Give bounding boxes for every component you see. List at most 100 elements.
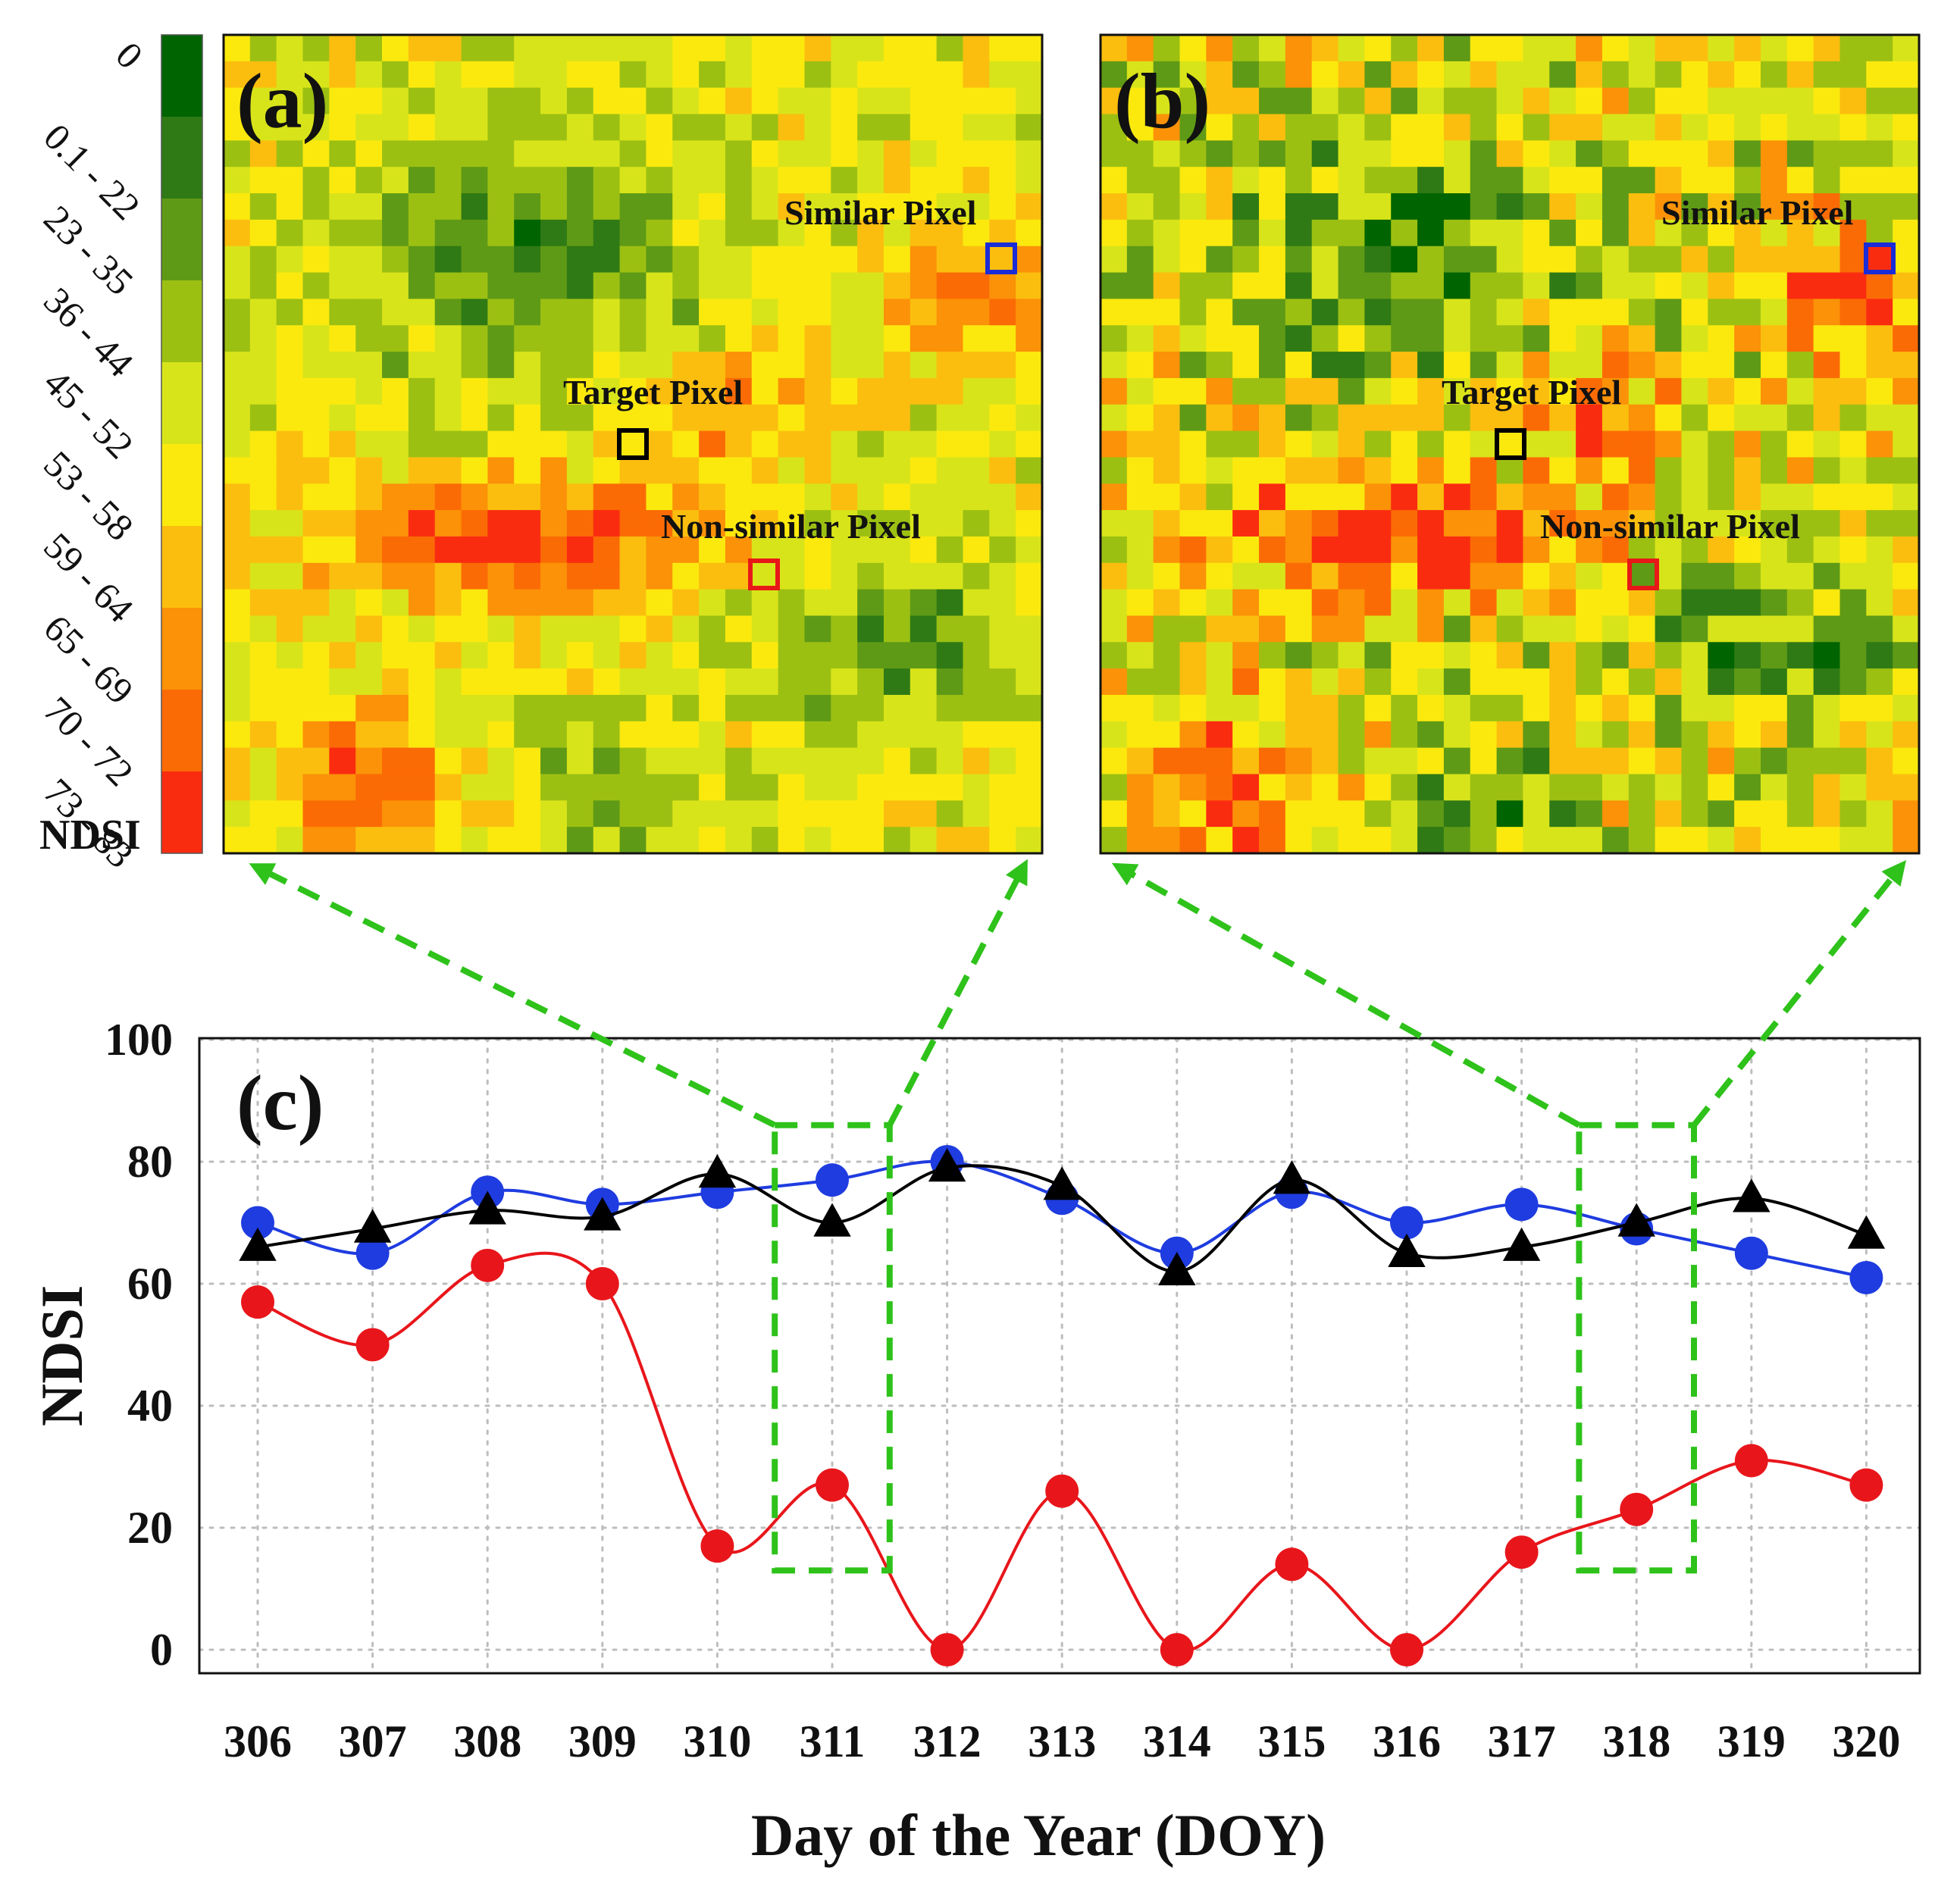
- map-cell: [1786, 193, 1814, 221]
- map-cell: [329, 510, 356, 537]
- map-cell: [1259, 272, 1286, 299]
- map-cell: [1681, 167, 1708, 194]
- map-cell: [857, 615, 885, 643]
- map-cell: [1153, 246, 1181, 274]
- map-cell: [461, 642, 488, 669]
- map-cell: [461, 325, 488, 352]
- map-cell: [883, 272, 911, 299]
- map-cell: [514, 140, 541, 167]
- map-cell: [751, 167, 779, 194]
- map-cell: [1681, 562, 1708, 590]
- colorbar-class-label: 36 - 44: [36, 279, 142, 385]
- map-cell: [1734, 87, 1761, 115]
- map-cell: [619, 694, 647, 722]
- map-cell: [1232, 774, 1260, 801]
- map-cell: [1016, 430, 1043, 458]
- map-cell: [566, 800, 594, 828]
- map-cell: [276, 167, 304, 194]
- map-cell: [804, 721, 831, 749]
- map-cell: [1655, 615, 1683, 643]
- map-cell: [382, 747, 409, 775]
- map-cell: [1391, 140, 1418, 167]
- map-cell: [302, 827, 330, 854]
- map-cell: [1101, 589, 1128, 617]
- map-cell: [1708, 377, 1735, 405]
- map-cell: [1655, 377, 1683, 405]
- map-cell: [1813, 747, 1841, 775]
- map-cell: [936, 114, 964, 141]
- map-cell: [725, 642, 753, 669]
- map-cell: [355, 774, 383, 801]
- map-b-similar-box: [1864, 242, 1896, 274]
- map-cell: [1179, 510, 1207, 537]
- y-axis-label: NDSI: [29, 1285, 95, 1426]
- map-cell: [1338, 694, 1365, 722]
- map-cell: [910, 562, 938, 590]
- map-cell: [1523, 510, 1550, 537]
- map-cell: [1443, 377, 1471, 405]
- map-cell: [778, 642, 806, 669]
- map-cell: [1734, 140, 1761, 167]
- map-cell: [1839, 140, 1867, 167]
- map-cell: [1338, 774, 1365, 801]
- map-cell: [1523, 457, 1550, 484]
- map-cell: [355, 747, 383, 775]
- map-cell: [1496, 140, 1524, 167]
- x-tick-label: 313: [1028, 1716, 1096, 1766]
- map-cell: [619, 642, 647, 669]
- map-cell: [1126, 404, 1154, 432]
- map-cell: [778, 87, 806, 115]
- map-cell: [1285, 457, 1313, 484]
- map-cell: [1655, 35, 1683, 62]
- map-cell: [224, 430, 251, 458]
- map-cell: [804, 668, 831, 696]
- map-cell: [1364, 510, 1392, 537]
- colorbar-swatches: [161, 34, 203, 854]
- map-cell: [487, 536, 515, 564]
- map-cell: [434, 668, 462, 696]
- map-cell: [1016, 562, 1043, 590]
- map-cell: [1628, 827, 1656, 854]
- map-cell: [1443, 483, 1471, 511]
- map-cell: [540, 483, 568, 511]
- map-cell: [1708, 536, 1735, 564]
- map-cell: [249, 114, 277, 141]
- map-cell: [1655, 352, 1683, 379]
- map-cell: [831, 457, 858, 484]
- map-cell: [276, 193, 304, 221]
- map-cell: [1655, 774, 1683, 801]
- map-cell: [1470, 114, 1498, 141]
- map-cell: [540, 642, 568, 669]
- y-tick-label: 20: [127, 1503, 173, 1553]
- map-cell: [910, 589, 938, 617]
- map-cell: [434, 325, 462, 352]
- map-cell: [408, 352, 436, 379]
- map-cell: [249, 299, 277, 326]
- map-cell: [276, 87, 304, 115]
- map-cell: [302, 219, 330, 247]
- map-cell: [857, 377, 885, 405]
- map-cell: [1206, 615, 1233, 643]
- map-cell: [1391, 457, 1418, 484]
- map-cell: [725, 562, 753, 590]
- map-panel-b: (b) Similar Pixel Target Pixel Non-simil…: [1099, 33, 1921, 855]
- map-cell: [1549, 562, 1576, 590]
- map-cell: [1153, 61, 1181, 89]
- map-cell: [778, 193, 806, 221]
- map-cell: [1839, 430, 1867, 458]
- map-cell: [1549, 377, 1576, 405]
- map-cell: [751, 246, 779, 274]
- map-cell: [936, 457, 964, 484]
- map-cell: [329, 325, 356, 352]
- map-cell: [1285, 87, 1313, 115]
- map-b-frame: [1099, 33, 1921, 855]
- map-cell: [1232, 404, 1260, 432]
- map-cell: [434, 430, 462, 458]
- map-cell: [408, 589, 436, 617]
- map-cell: [1893, 642, 1920, 669]
- map-cell: [276, 219, 304, 247]
- map-cell: [1760, 325, 1788, 352]
- map-cell: [1470, 167, 1498, 194]
- map-cell: [1443, 536, 1471, 564]
- colorbar-swatch: [161, 117, 202, 199]
